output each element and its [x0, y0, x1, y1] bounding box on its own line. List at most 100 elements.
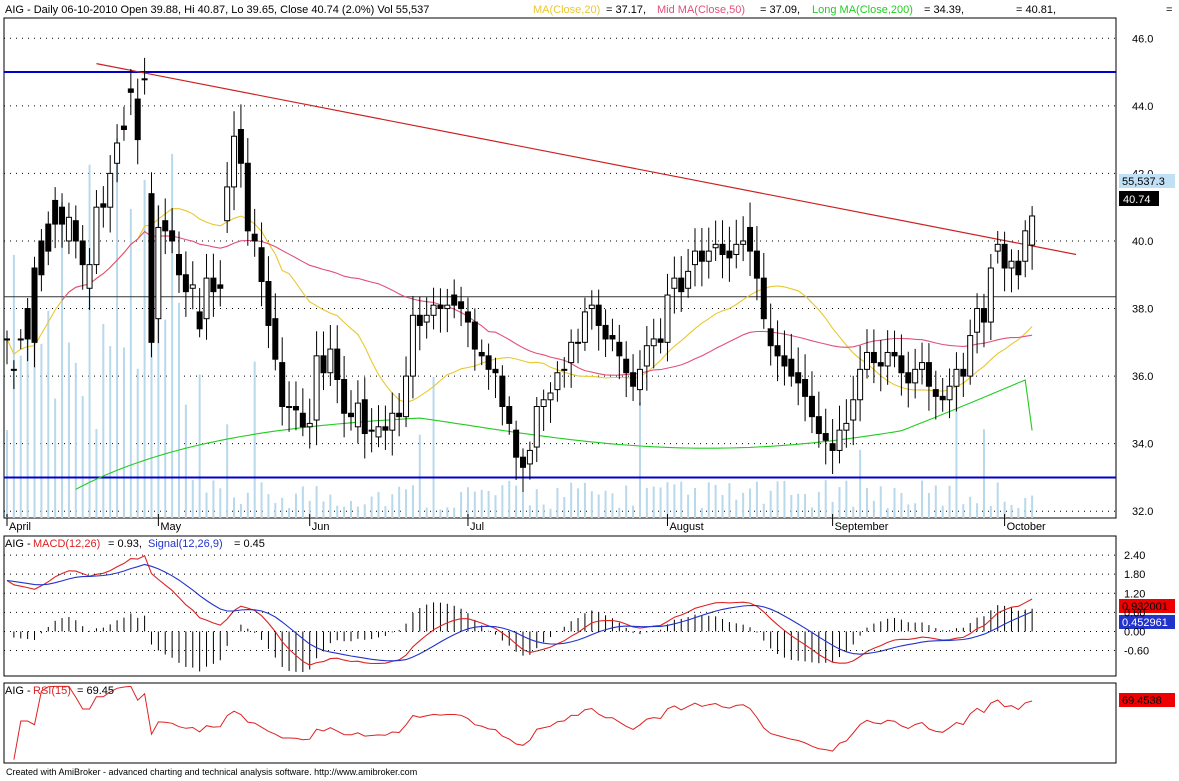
volume-bar — [405, 489, 408, 518]
candle-body — [829, 443, 836, 451]
volume-bar — [604, 490, 607, 518]
volume-bar — [577, 488, 580, 518]
volume-bar — [391, 494, 394, 518]
volume-bar — [652, 486, 655, 518]
volume-bar — [804, 494, 807, 518]
volume-bar — [26, 323, 29, 518]
volume-bar — [219, 488, 222, 518]
candle-body — [251, 233, 258, 242]
volume-bar — [921, 480, 924, 518]
rsi-tag-bg — [1119, 693, 1175, 707]
candle-body — [760, 277, 767, 320]
candle-body — [836, 429, 843, 451]
volume-bar — [996, 482, 999, 518]
candle-body — [747, 226, 754, 252]
volume-bar — [900, 492, 903, 518]
candle-body — [726, 250, 733, 259]
candle-body — [1015, 260, 1022, 276]
volume-bar — [797, 493, 800, 518]
candle-body — [471, 321, 478, 350]
candle-body — [657, 338, 664, 343]
candle-body — [286, 406, 293, 409]
candle-body — [492, 368, 499, 374]
candle-body — [630, 372, 637, 387]
price-tick-label: 44.0 — [1132, 101, 1153, 113]
volume-bar — [632, 505, 635, 518]
volume-bar — [728, 483, 731, 518]
volume-bar — [239, 503, 242, 518]
volume-bar — [294, 493, 297, 518]
candle-body — [45, 223, 52, 252]
volume-bar — [336, 505, 339, 518]
volume-bar — [171, 153, 174, 518]
candle-body — [774, 345, 781, 357]
macd-tick-label: -0.60 — [1124, 646, 1149, 658]
candle-body — [169, 230, 176, 242]
volume-bar — [666, 482, 669, 518]
candle-body — [72, 220, 79, 242]
candle-body — [891, 351, 898, 357]
volume-bar — [178, 302, 180, 518]
volume-bar — [253, 361, 256, 518]
volume-bar — [81, 396, 84, 518]
candle-body — [423, 314, 430, 323]
signal-tag-bg — [1119, 615, 1175, 629]
candle-body — [203, 277, 210, 320]
volume-bar — [714, 484, 717, 518]
volume-bar — [61, 202, 64, 518]
candle-body — [843, 422, 850, 431]
volume-bar — [831, 501, 834, 518]
candle-body — [320, 355, 327, 374]
rsi-pane-frame — [3, 682, 1117, 764]
candle-body — [987, 267, 994, 323]
candle-body — [788, 358, 795, 377]
candle-body — [588, 304, 595, 310]
candle-body — [279, 362, 286, 408]
signal-label: Signal(12,26,9) — [148, 538, 223, 550]
volume-bar — [707, 482, 710, 518]
volume-bar — [129, 208, 132, 518]
price-tick-label: 40.0 — [1132, 236, 1153, 248]
candle-body — [341, 378, 348, 414]
candle-body — [107, 172, 114, 208]
volume-bar — [611, 493, 614, 518]
rsi-line — [13, 685, 1033, 760]
volume-bar — [460, 492, 463, 518]
volume-bar — [694, 487, 696, 518]
candle-body — [217, 284, 224, 289]
volume-bar — [102, 324, 105, 518]
macd-label: MACD(12,26) — [33, 538, 100, 550]
volume-bar — [659, 487, 662, 518]
candle-body — [953, 368, 960, 387]
candle-body — [898, 355, 905, 374]
volume-bar — [33, 276, 36, 518]
rsi-tag: 69.4538 — [1122, 695, 1162, 707]
candle-body — [224, 186, 231, 222]
candle-body — [767, 328, 774, 347]
volume-bar — [969, 496, 972, 518]
volume-bar — [700, 507, 703, 518]
macd-tick-label: 0.60 — [1124, 607, 1145, 619]
candle-body — [685, 270, 692, 289]
signal-tag: 0.452961 — [1122, 617, 1168, 629]
volume-bar — [116, 138, 119, 519]
candle-body — [430, 304, 437, 316]
volume-bar — [845, 480, 848, 518]
volume-bar — [19, 355, 22, 518]
candle-body — [368, 429, 375, 432]
candle-body — [1029, 215, 1036, 246]
candle-body — [65, 216, 72, 242]
candle-body — [389, 412, 396, 431]
header-ma20-label: MA(Close,20) — [533, 4, 600, 16]
candle-body — [547, 392, 554, 401]
price-tick-label: 38.0 — [1132, 304, 1153, 316]
volume-bar — [563, 497, 566, 518]
volume-bar — [143, 179, 146, 518]
volume-bar — [432, 377, 435, 518]
candle-body — [650, 338, 657, 347]
candle-body — [24, 308, 31, 340]
ma50-line — [61, 230, 1033, 376]
candle-body — [850, 399, 857, 421]
volume-bar — [494, 495, 497, 518]
volume-bar — [377, 492, 380, 518]
